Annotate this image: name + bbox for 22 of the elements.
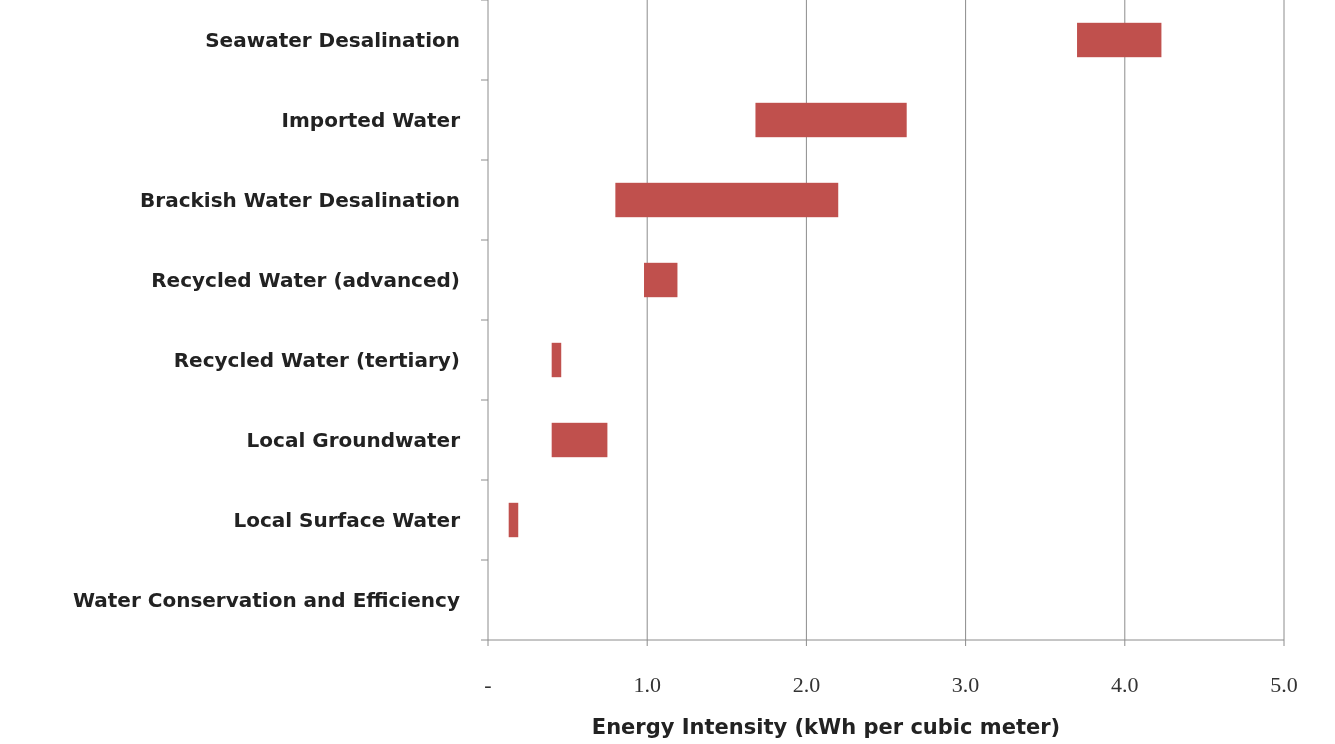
bar <box>755 102 907 138</box>
y-tick-label: Seawater Desalination <box>205 28 460 52</box>
x-tick-label: 1.0 <box>633 672 661 697</box>
x-axis-title: Energy Intensity (kWh per cubic meter) <box>591 715 1061 739</box>
y-tick-label: Imported Water <box>281 108 461 132</box>
y-tick-label: Brackish Water Desalination <box>140 188 460 212</box>
y-tick-label: Water Conservation and Efficiency <box>72 588 460 612</box>
bar <box>644 262 678 298</box>
y-tick-label: Recycled Water (tertiary) <box>173 348 460 372</box>
bar <box>551 342 562 378</box>
bar <box>508 502 519 538</box>
x-tick-label: 3.0 <box>951 672 980 697</box>
bar <box>1077 22 1162 58</box>
y-tick-label: Recycled Water (advanced) <box>151 268 460 292</box>
x-tick-label: - <box>484 672 492 697</box>
y-tick-label: Local Surface Water <box>233 508 461 532</box>
bar <box>551 422 608 458</box>
y-tick-label: Local Groundwater <box>246 428 461 452</box>
bar <box>615 182 839 218</box>
x-tick-label: 4.0 <box>1111 672 1139 697</box>
x-tick-label: 5.0 <box>1270 672 1298 697</box>
x-tick-label: 2.0 <box>792 672 821 697</box>
